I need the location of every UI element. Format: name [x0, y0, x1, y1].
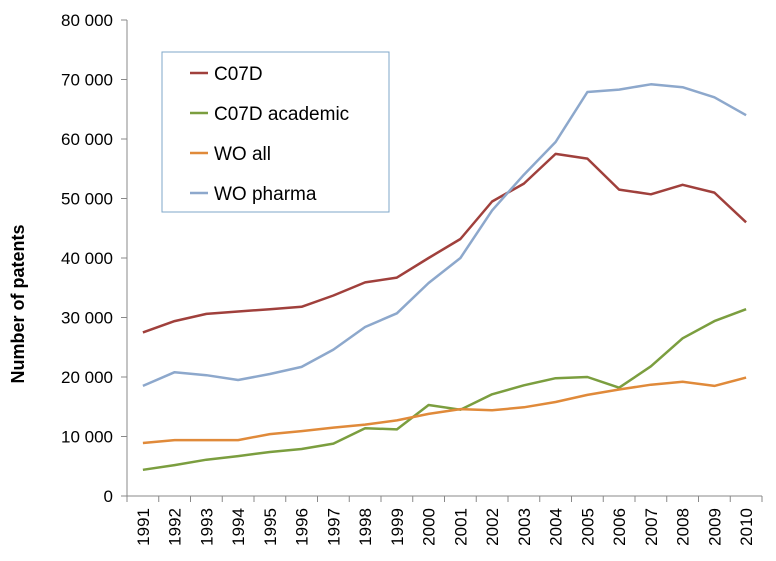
legend-label-c07d: C07D: [214, 64, 263, 85]
x-tick-label: 1995: [261, 508, 280, 546]
y-tick-label: 20 000: [61, 368, 113, 387]
y-tick-label: 0: [104, 487, 113, 506]
legend-label-c07d-academic: C07D academic: [214, 104, 349, 125]
x-tick-label: 1991: [134, 508, 153, 546]
y-tick-label: 50 000: [61, 190, 113, 209]
x-tick-label: 2007: [642, 508, 661, 546]
x-tick-label: 2002: [483, 508, 502, 546]
series-layer: [142, 83, 747, 472]
y-tick-label: 40 000: [61, 249, 113, 268]
x-tick-label: 2003: [515, 508, 534, 546]
x-tick-label: 1992: [166, 508, 185, 546]
y-axis-title: Number of patents: [8, 224, 28, 383]
x-tick-label: 1993: [197, 508, 216, 546]
legend: C07D C07D academic WO all WO pharma: [161, 51, 390, 213]
x-tick-label: 1997: [324, 508, 343, 546]
y-tick-label: 10 000: [61, 428, 113, 447]
y-tick-label: 60 000: [61, 130, 113, 149]
series-line-c07d-academic: [142, 308, 747, 472]
legend-label-wo-pharma: WO pharma: [214, 184, 317, 205]
series-line-wo-pharma: [142, 83, 747, 388]
x-tick-label: 1999: [388, 508, 407, 546]
legend-label-wo-all: WO all: [214, 144, 271, 165]
legend-box: [161, 51, 390, 213]
x-tick-label: 2004: [547, 508, 566, 546]
x-tick-label: 2000: [420, 508, 439, 546]
series-line-wo-all: [142, 376, 747, 445]
x-tick-label: 1996: [293, 508, 312, 546]
x-tick-label: 2010: [737, 508, 756, 546]
x-tick-label: 2008: [674, 508, 693, 546]
series-line-c07d: [142, 152, 747, 334]
x-tick-label: 2009: [705, 508, 724, 546]
y-tick-label: 30 000: [61, 309, 113, 328]
x-tick-label: 1998: [356, 508, 375, 546]
x-tick-label: 1994: [229, 508, 248, 546]
y-tick-label: 70 000: [61, 71, 113, 90]
x-tick-label: 2006: [610, 508, 629, 546]
y-tick-label: 80 000: [61, 11, 113, 30]
x-tick-label: 2001: [451, 508, 470, 546]
axes-layer: 0 10 000 20 000 30 000 40 000 50 000 60 000 70 …: [61, 11, 763, 546]
x-tick-label: 2005: [578, 508, 597, 546]
